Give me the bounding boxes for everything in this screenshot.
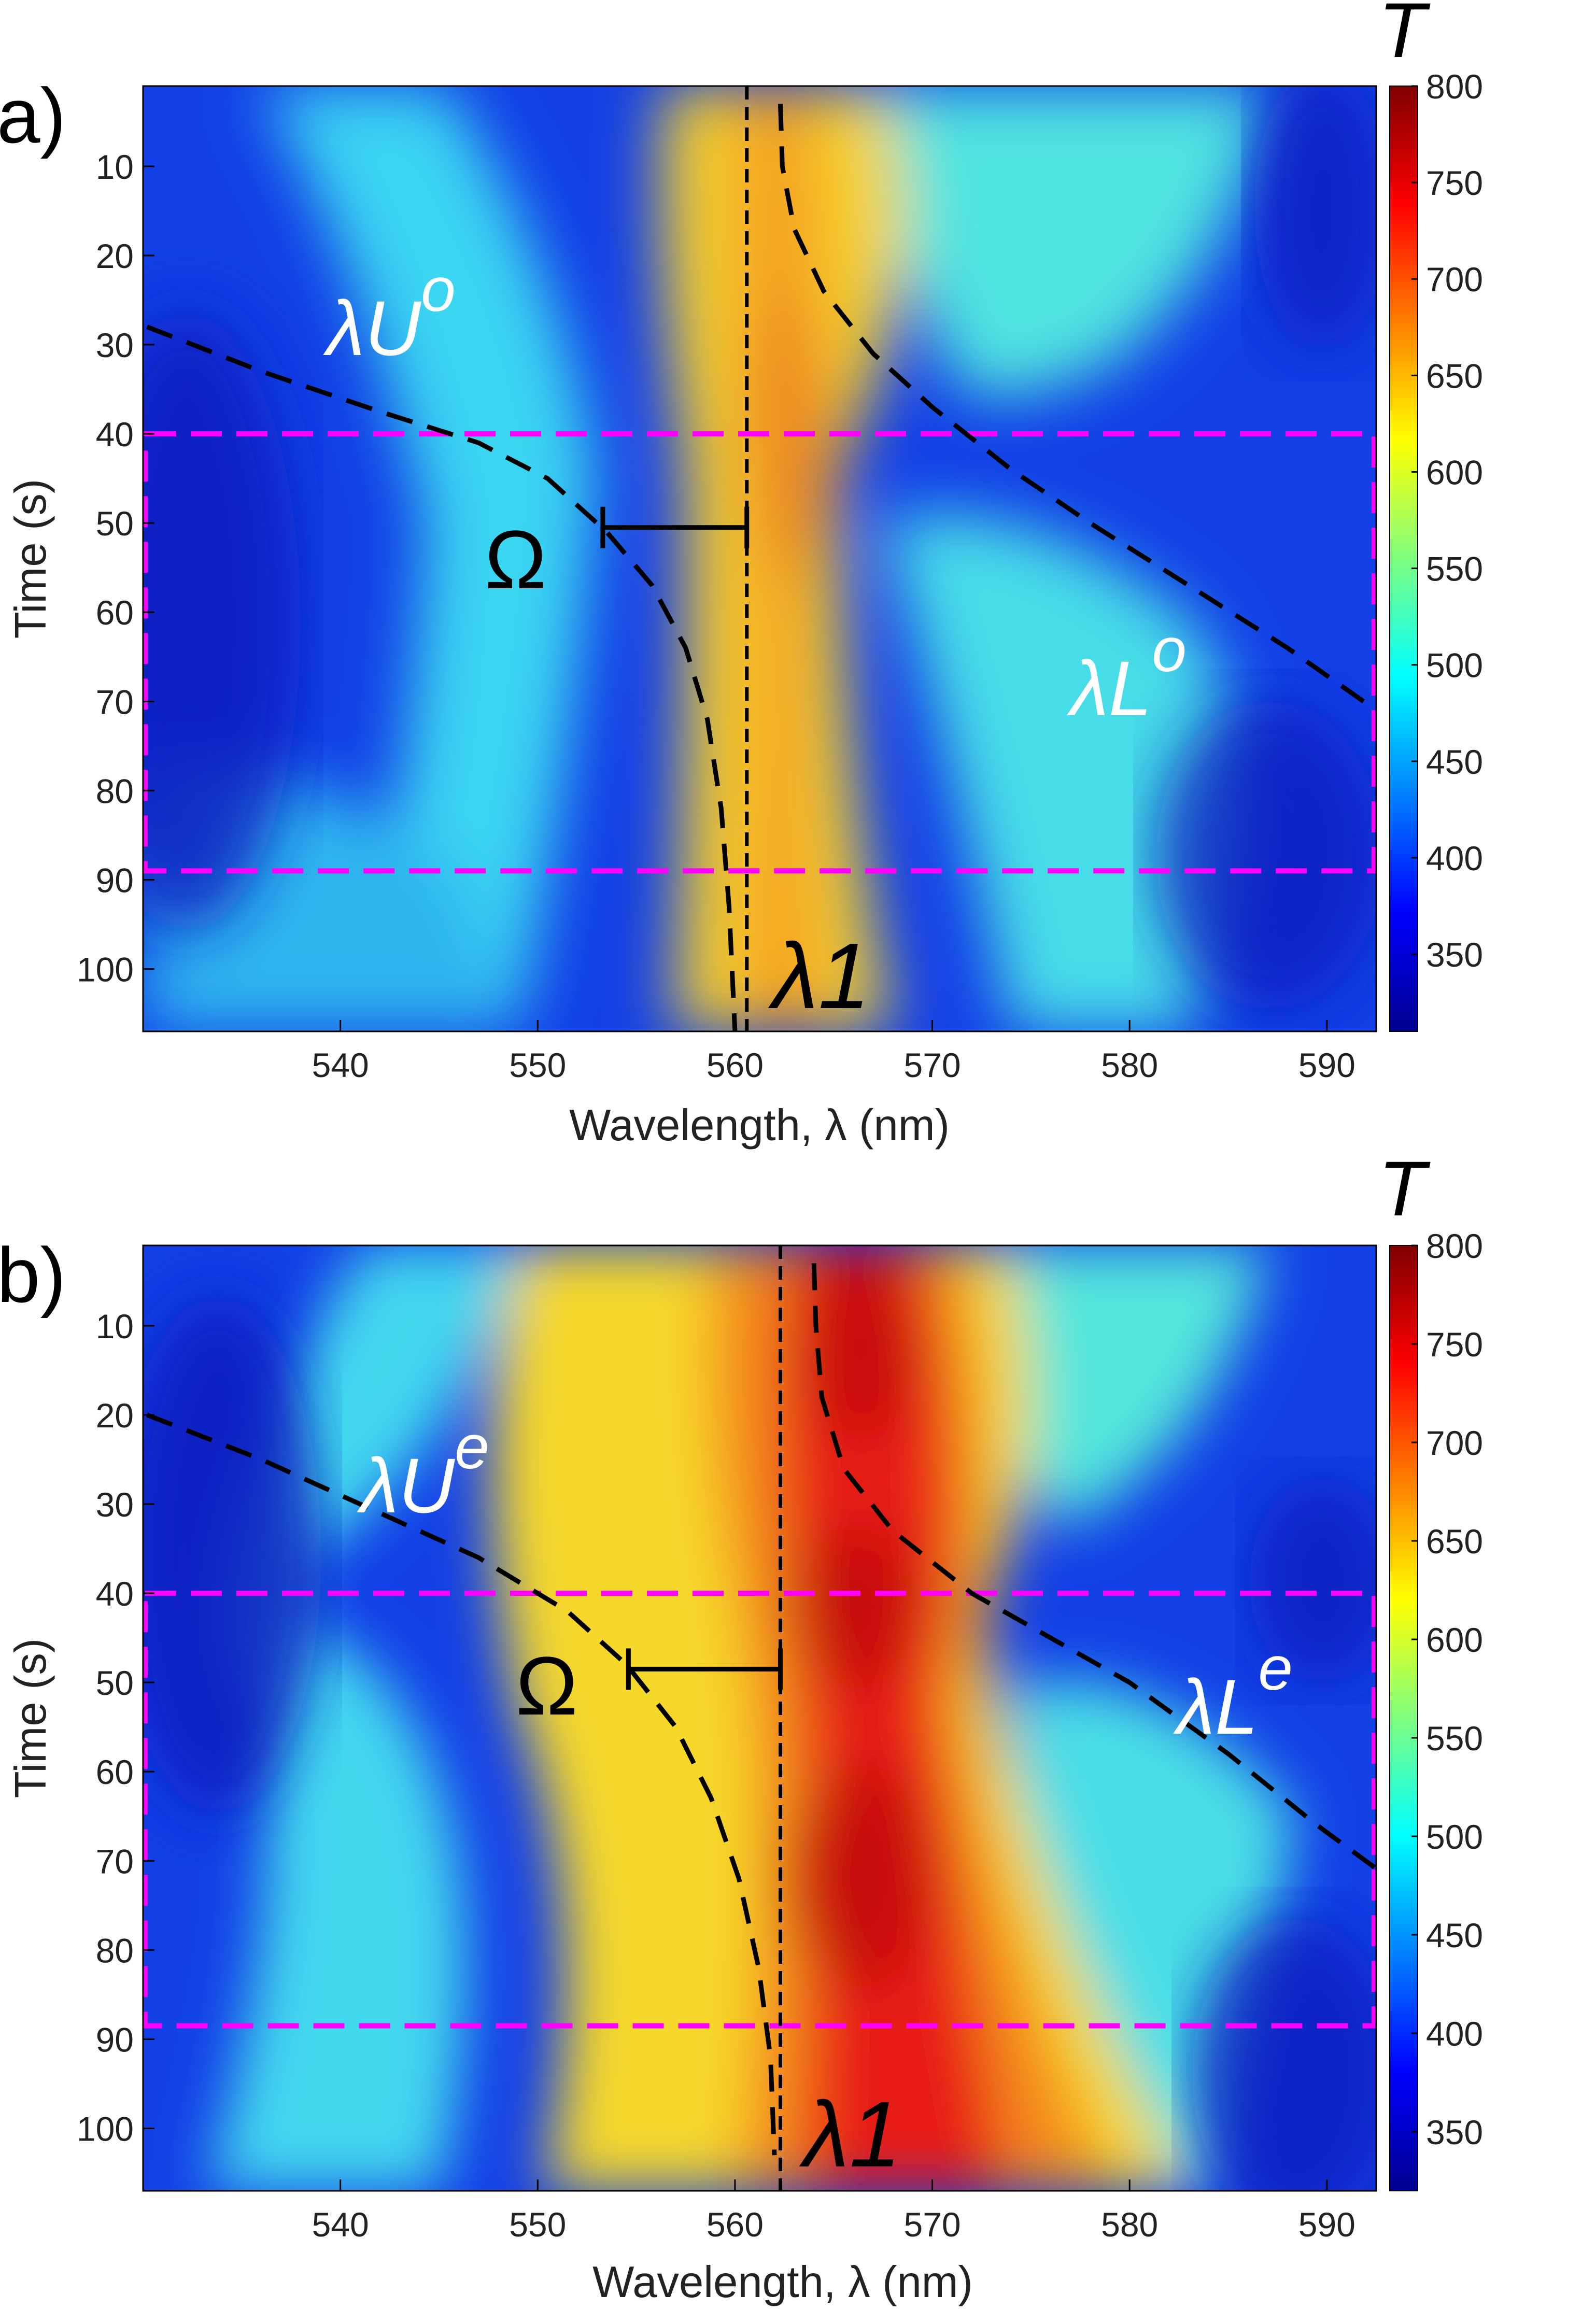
- y-tick-label: 100: [77, 951, 134, 989]
- colorbar-tick-label: 550: [1426, 1719, 1483, 1758]
- y-tick-label: 90: [96, 2020, 134, 2059]
- x-tick-label: 590: [1298, 1046, 1355, 1084]
- y-tick-label: 40: [96, 1575, 134, 1613]
- panel-b: b): [0, 1145, 1483, 2307]
- x-tick-label: 580: [1101, 2205, 1158, 2244]
- colorbar-tick-label: 400: [1426, 839, 1483, 877]
- lower-branch-curve: [811, 1263, 1376, 1872]
- resonance-label: λ1: [799, 2083, 901, 2187]
- x-tick-label: 540: [312, 1046, 369, 1084]
- colorbar-title: T: [1378, 1145, 1431, 1232]
- colorbar-tick-label: 800: [1426, 1227, 1483, 1265]
- colorbar: T 350 400 450 500 550 600 650 700 750 800: [1378, 0, 1483, 1032]
- x-axis: 540 550 560 570 580 590: [312, 2179, 1355, 2244]
- y-axis: 10 20 30 40 50 60 70 80 90 100: [77, 148, 154, 989]
- colorbar-tick-label: 800: [1426, 67, 1483, 106]
- colorbar-tick-label: 750: [1426, 1325, 1483, 1364]
- upper-branch-label: λUe: [357, 1412, 489, 1529]
- colorbar-tick-label: 500: [1426, 1818, 1483, 1856]
- x-axis: 540 550 560 570 580 590: [312, 1020, 1355, 1084]
- plot-frame: [142, 1244, 1377, 2192]
- colorbar-ticks: 350 400 450 500 550 600 650 700 750 800: [1411, 67, 1483, 974]
- heatmap: [143, 86, 1376, 1031]
- colorbar-tick-label: 650: [1426, 357, 1483, 395]
- colorbar-gradient: [1389, 86, 1418, 1032]
- colorbar-tick-label: 450: [1426, 743, 1483, 781]
- x-axis-label: Wavelength, λ (nm): [592, 2258, 973, 2307]
- upper-branch-label: λUo: [323, 255, 456, 372]
- y-axis: 10 20 30 40 50 60 70 80 90 100: [77, 1307, 154, 2148]
- y-tick-label: 10: [96, 148, 134, 186]
- plot-overlay: [143, 1245, 1376, 2191]
- colorbar-tick-label: 600: [1426, 453, 1483, 491]
- highlight-box: [143, 431, 1376, 874]
- x-tick-label: 570: [903, 2205, 961, 2244]
- colorbar-title: T: [1378, 0, 1431, 74]
- colorbar-tick-label: 650: [1426, 1522, 1483, 1561]
- y-tick-label: 70: [96, 683, 134, 721]
- y-tick-label: 20: [96, 237, 134, 275]
- plot-overlay: [143, 86, 1376, 1031]
- colorbar-gradient: [1389, 1245, 1418, 2191]
- colorbar-tick-label: 350: [1426, 2113, 1483, 2151]
- y-axis-label: Time (s): [6, 479, 55, 639]
- upper-branch-curve: [146, 1412, 777, 2156]
- y-tick-label: 30: [96, 1485, 134, 1524]
- y-tick-label: 60: [96, 593, 134, 632]
- colorbar-tick-label: 700: [1426, 260, 1483, 299]
- y-tick-label: 50: [96, 504, 134, 543]
- y-axis-label: Time (s): [6, 1638, 55, 1798]
- y-tick-label: 30: [96, 326, 134, 364]
- y-tick-label: 70: [96, 1842, 134, 1880]
- splitting-label: Ω: [516, 1639, 578, 1732]
- lower-branch-curve: [778, 104, 1376, 713]
- y-tick-label: 80: [96, 772, 134, 810]
- heatmap: [143, 1245, 1376, 2191]
- y-tick-label: 20: [96, 1396, 134, 1435]
- y-tick-label: 100: [77, 2110, 134, 2148]
- y-tick-label: 10: [96, 1307, 134, 1345]
- x-axis-label: Wavelength, λ (nm): [569, 1101, 950, 1150]
- x-tick-label: 560: [707, 2205, 764, 2244]
- colorbar-tick-label: 500: [1426, 646, 1483, 685]
- colorbar-ticks: 350 400 450 500 550 600 650 700 750 800: [1411, 1227, 1483, 2151]
- colorbar-tick-label: 600: [1426, 1621, 1483, 1659]
- rabi-splitting-bar: [626, 1648, 783, 1690]
- colorbar: T 350 400 450 500 550 600 650 700 750 800: [1378, 1145, 1483, 2191]
- plot-frame: [142, 85, 1377, 1032]
- colorbar-tick-label: 400: [1426, 2015, 1483, 2053]
- rabi-splitting-bar: [600, 506, 750, 548]
- x-tick-label: 550: [509, 1046, 566, 1084]
- x-tick-label: 570: [903, 1046, 961, 1084]
- y-tick-label: 40: [96, 415, 134, 454]
- colorbar-tick-label: 700: [1426, 1424, 1483, 1462]
- highlight-box: [143, 1591, 1376, 2029]
- y-tick-label: 90: [96, 861, 134, 899]
- x-tick-label: 540: [312, 2205, 369, 2244]
- x-tick-label: 580: [1101, 1046, 1158, 1084]
- lower-branch-label: λLo: [1067, 615, 1187, 732]
- colorbar-tick-label: 550: [1426, 550, 1483, 588]
- y-tick-label: 50: [96, 1664, 134, 1702]
- upper-branch-curve: [146, 324, 738, 1031]
- colorbar-tick-label: 450: [1426, 1916, 1483, 1954]
- colorbar-tick-label: 750: [1426, 164, 1483, 202]
- panel-label: a): [0, 72, 66, 159]
- panel-a: a): [0, 0, 1483, 1150]
- x-tick-label: 590: [1298, 2205, 1355, 2244]
- y-tick-label: 60: [96, 1753, 134, 1791]
- colorbar-tick-label: 350: [1426, 936, 1483, 974]
- splitting-label: Ω: [485, 513, 547, 606]
- y-tick-label: 80: [96, 1931, 134, 1970]
- x-tick-label: 560: [707, 1046, 764, 1084]
- panel-label: b): [0, 1231, 66, 1319]
- x-tick-label: 550: [509, 2205, 566, 2244]
- resonance-label: λ1: [768, 924, 870, 1028]
- lower-branch-label: λLe: [1173, 1634, 1293, 1750]
